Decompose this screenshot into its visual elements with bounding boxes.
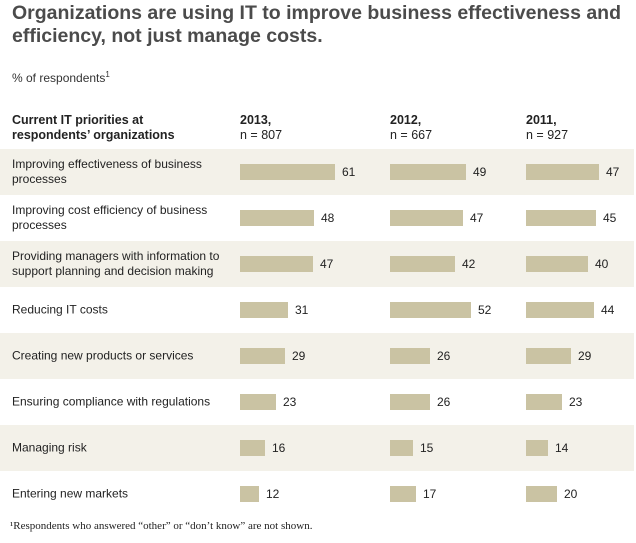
- bar: [526, 302, 594, 318]
- series-name: 2011,: [526, 113, 557, 127]
- table-row: Improving effectiveness of business proc…: [0, 149, 634, 195]
- bar: [240, 210, 314, 226]
- bar: [390, 210, 463, 226]
- bar: [526, 256, 588, 272]
- chart-title: Organizations are using IT to improve bu…: [12, 2, 621, 47]
- data-label: 29: [578, 349, 592, 363]
- row-header: Current IT priorities at respondents’ or…: [12, 113, 175, 142]
- bar: [390, 440, 413, 456]
- series-sample-size: n = 667: [390, 128, 433, 142]
- data-label: 42: [462, 257, 476, 271]
- table-row: Ensuring compliance with regulations 23 26…: [0, 379, 634, 425]
- bar: [240, 164, 335, 180]
- data-label: 26: [437, 395, 451, 409]
- series-name: 2013,: [240, 113, 272, 127]
- data-label: 45: [603, 211, 617, 225]
- table-row: Improving cost efficiency of business pr…: [0, 195, 634, 241]
- bar: [526, 440, 548, 456]
- category-label: Managing risk: [12, 440, 87, 455]
- data-label: 49: [473, 165, 487, 179]
- bar: [526, 394, 562, 410]
- series-sample-size: n = 927: [526, 128, 569, 142]
- data-label: 44: [601, 303, 615, 317]
- category-label: Improving cost efficiency of business pr…: [12, 203, 208, 232]
- data-label: 52: [478, 303, 492, 317]
- table-row: Managing risk 16 15 14: [0, 425, 634, 471]
- bar: [390, 486, 416, 502]
- data-label: 47: [606, 165, 620, 179]
- category-label: Ensuring compliance with regulations: [12, 394, 211, 409]
- column-header-2011: 2011, n = 927: [526, 113, 568, 143]
- data-label: 61: [342, 165, 356, 179]
- bar: [390, 394, 430, 410]
- data-label: 20: [564, 487, 578, 501]
- bar: [390, 348, 430, 364]
- data-label: 26: [437, 349, 451, 363]
- data-label: 12: [266, 487, 280, 501]
- data-label: 15: [420, 441, 434, 455]
- table-row: Reducing IT costs 31 52 44: [0, 287, 634, 333]
- data-label: 47: [470, 211, 484, 225]
- chart-subtitle: % of respondents1: [12, 70, 110, 85]
- data-label: 16: [272, 441, 286, 455]
- data-label: 17: [423, 487, 437, 501]
- bar: [240, 302, 288, 318]
- data-label: 23: [569, 395, 583, 409]
- series-name: 2012,: [390, 113, 422, 127]
- column-header-2013: 2013, n = 807: [240, 113, 282, 143]
- bar: [526, 348, 571, 364]
- footnote: ¹Respondents who answered “other” or “do…: [10, 520, 313, 532]
- bar: [526, 486, 557, 502]
- table-row: Providing managers with information to s…: [0, 241, 634, 287]
- category-label: Entering new markets: [12, 486, 129, 501]
- bar: [390, 164, 466, 180]
- bar: [390, 256, 455, 272]
- bar: [240, 486, 259, 502]
- data-label: 48: [321, 211, 335, 225]
- category-label: Providing managers with information to s…: [12, 249, 220, 278]
- category-label: Creating new products or services: [12, 348, 194, 363]
- bar: [240, 394, 276, 410]
- bar: [240, 440, 265, 456]
- footnote-marker: 1: [105, 70, 110, 79]
- category-label: Improving effectiveness of business proc…: [12, 157, 202, 186]
- bar: [526, 164, 599, 180]
- bar: [240, 256, 313, 272]
- table-row: Entering new markets 12 17 20: [0, 471, 634, 517]
- category-label: Reducing IT costs: [12, 302, 108, 317]
- column-header-2012: 2012, n = 667: [390, 113, 432, 143]
- bar: [240, 348, 285, 364]
- data-label: 29: [292, 349, 306, 363]
- data-label: 40: [595, 257, 609, 271]
- data-label: 47: [320, 257, 334, 271]
- data-label: 23: [283, 395, 297, 409]
- subtitle-text: % of respondents: [12, 71, 106, 85]
- series-sample-size: n = 807: [240, 128, 283, 142]
- bar: [390, 302, 471, 318]
- data-label: 31: [295, 303, 309, 317]
- data-label: 14: [555, 441, 569, 455]
- table-row: Creating new products or services 29 26 29: [0, 333, 634, 379]
- bar: [526, 210, 596, 226]
